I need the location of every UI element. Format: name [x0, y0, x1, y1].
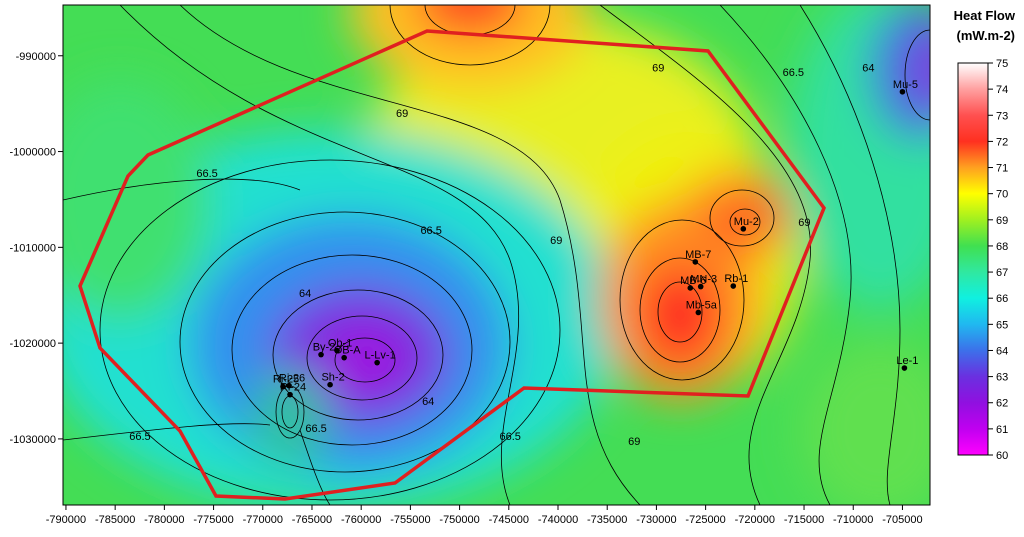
contour-label: 66.5	[783, 67, 804, 79]
legend-title: Heat Flow	[954, 8, 1016, 23]
well	[899, 88, 906, 95]
legend-tick-label: 72	[996, 136, 1008, 148]
legend-tick-label: 66	[996, 293, 1008, 305]
x-tick-label: -745000	[489, 514, 529, 526]
well	[334, 347, 340, 354]
legend-unit: (mW.m-2)	[957, 28, 1016, 43]
well	[341, 354, 347, 361]
legend-tick-label: 74	[996, 84, 1008, 96]
legend-tick-label: 75	[996, 58, 1008, 70]
contour-label: 69	[798, 217, 810, 229]
well	[687, 285, 694, 291]
well	[327, 381, 333, 388]
contour-label: 66.5	[305, 423, 326, 435]
y-tick-label: -1020000	[10, 338, 57, 350]
x-tick-label: -715000	[784, 514, 824, 526]
legend-tick-label: 73	[996, 110, 1008, 122]
legend-tick-label: 70	[996, 189, 1008, 201]
well-label: L-Lv-1	[365, 350, 396, 362]
well	[901, 365, 908, 371]
legend-tick-label: 64	[996, 345, 1008, 357]
y-tick-label: -1000000	[10, 147, 57, 159]
contour-label: 66.5	[499, 431, 520, 443]
x-tick-label: -790000	[46, 514, 86, 526]
well	[286, 382, 292, 389]
legend-tick-label: 68	[996, 241, 1008, 253]
contour-label: 69	[396, 108, 408, 120]
x-tick-label: -760000	[341, 514, 381, 526]
well-label: Ri-24	[280, 382, 306, 394]
y-tick-label: -990000	[16, 51, 56, 63]
x-tick-label: -740000	[538, 514, 578, 526]
well	[697, 283, 704, 290]
legend-tick-label: 60	[996, 450, 1008, 462]
x-tick-label: -770000	[243, 514, 283, 526]
well-label: MN-3	[690, 274, 717, 286]
x-tick-label: -785000	[95, 514, 135, 526]
contour-label: 69	[652, 63, 664, 75]
contour-label: 66.5	[420, 225, 441, 237]
contour-label: 64	[862, 63, 874, 75]
well-label: Mb-5a	[686, 299, 718, 311]
contour-label: 66.5	[129, 431, 150, 443]
well-label: Ob-1	[328, 338, 352, 350]
plot-frame	[62, 4, 931, 506]
color-bar	[957, 62, 989, 456]
well-label: OB-A	[334, 345, 362, 357]
legend-tick-label: 67	[996, 267, 1008, 279]
well	[287, 391, 293, 398]
well	[318, 351, 324, 358]
study-area-boundary	[78, 29, 826, 501]
well	[740, 226, 747, 232]
x-tick-label: -735000	[587, 514, 627, 526]
contour-label: 69	[550, 235, 562, 247]
well-label: Mu-5	[893, 79, 918, 91]
legend-tick-label: 71	[996, 163, 1008, 175]
legend-tick-label: 62	[996, 398, 1008, 410]
x-tick-label: -720000	[735, 514, 775, 526]
map-surface: 69 69 69 69 69 66.5 66.5 66.5 66.5 66.5 66.5 64 64 64…	[63, 5, 930, 505]
contour-label: 64	[422, 396, 434, 408]
well	[374, 359, 380, 366]
legend-tick-label: 63	[996, 372, 1008, 384]
x-tick-label: -710000	[833, 514, 873, 526]
well-label: By-2	[313, 342, 336, 354]
well-label: MB-7	[685, 249, 711, 261]
contour-lines	[63, 5, 930, 505]
legend-tick-label: 65	[996, 319, 1008, 331]
x-tick-label: -755000	[390, 514, 430, 526]
well-label: Le-1	[896, 355, 918, 367]
y-tick-label: -1030000	[10, 434, 57, 446]
well-label: Sh-2	[321, 372, 344, 384]
x-tick-label: -765000	[292, 514, 332, 526]
well-label: Ri-26	[279, 373, 305, 385]
x-tick-label: -705000	[882, 514, 922, 526]
contour-label: 66.5	[196, 168, 217, 180]
well-label: Rb-1	[724, 273, 748, 285]
x-tick-label: -730000	[636, 514, 676, 526]
x-tick-label: -725000	[685, 514, 725, 526]
well	[730, 283, 737, 289]
legend-tick-label: 61	[996, 424, 1008, 436]
x-tick-label: -775000	[193, 514, 233, 526]
y-tick-label: -1010000	[10, 242, 57, 254]
legend-tick-label: 69	[996, 215, 1008, 227]
well-label: Ri-25	[273, 374, 299, 386]
well-label: Mu-2	[734, 216, 759, 228]
x-tick-label: -750000	[439, 514, 479, 526]
well	[280, 383, 286, 390]
contour-label: 64	[299, 288, 311, 300]
x-tick-label: -780000	[144, 514, 184, 526]
well	[692, 259, 699, 265]
contour-label: 69	[628, 436, 640, 448]
well	[695, 309, 702, 316]
